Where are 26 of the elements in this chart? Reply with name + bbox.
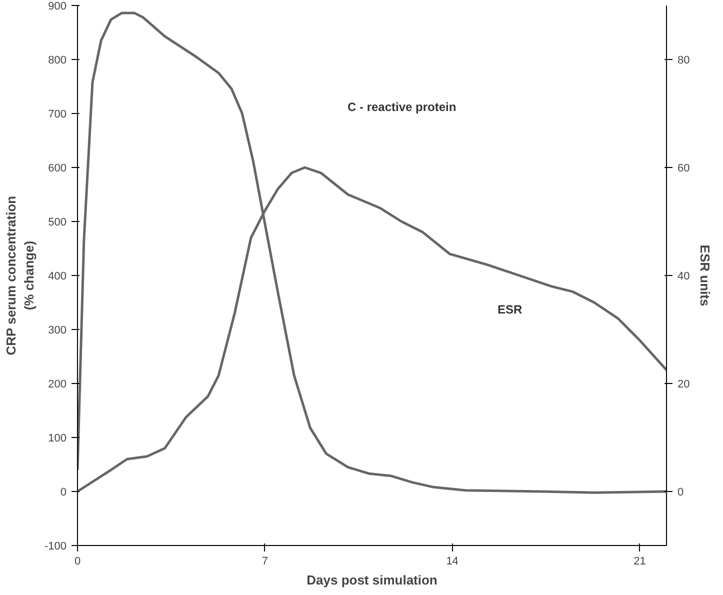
y2-axis-title: ESR units [698, 244, 713, 306]
line-series [78, 12, 666, 494]
y2-tick-label: 80 [678, 54, 690, 66]
x-tick-label: 7 [262, 556, 268, 568]
y-tick-label: 700 [48, 108, 67, 120]
y-tick-label: 600 [48, 162, 67, 174]
y-tick-label: 400 [48, 270, 67, 282]
x-axis-title: Days post simulation [306, 572, 438, 588]
x-tick-label: 0 [74, 556, 81, 568]
y2-tick-label: 20 [678, 378, 690, 390]
x-tick-label: 21 [634, 556, 646, 568]
y-tick-label: -100 [44, 540, 67, 552]
y2-tick-label: 60 [678, 162, 690, 174]
y-tick-label: 200 [48, 378, 67, 390]
y-tick-label: 500 [48, 216, 67, 228]
y-tick-label: 0 [60, 486, 67, 498]
annotation: C - reactive protein [348, 100, 456, 114]
y-tick-label: 100 [48, 432, 67, 444]
x-tick-label: 14 [446, 556, 458, 568]
y-tick-label: 900 [48, 0, 67, 12]
y2-tick-label: 40 [678, 270, 690, 282]
y-tick-label: 300 [48, 324, 67, 336]
y-tick-label: 800 [48, 54, 67, 66]
y2-tick-label: 0 [678, 486, 684, 498]
y-axis-title: CRP serum concentration (% change) [3, 196, 36, 356]
annotation: ESR [498, 302, 523, 317]
